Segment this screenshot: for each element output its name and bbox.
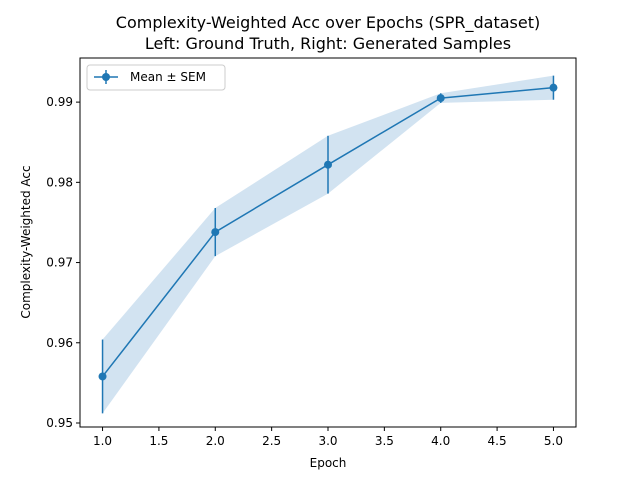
data-point [211, 228, 220, 237]
x-axis-label: Epoch [310, 456, 347, 470]
plot-area [98, 75, 558, 414]
data-point [98, 372, 107, 381]
x-tick-label: 2.0 [206, 434, 225, 448]
legend-frame [86, 64, 226, 91]
x-tick-label: 1.0 [93, 434, 112, 448]
axis-ticks: 1.0 1.5 2.0 2.5 3.0 3.5 4.0 4.5 5.0 0.95 0.96 0.97 0… [46, 95, 563, 448]
mean-line [101, 86, 554, 377]
x-tick-label: 2.5 [262, 434, 281, 448]
axes-frame [79, 57, 577, 428]
y-tick-label: 0.98 [46, 175, 73, 189]
y-axis-label: Complexity-Weighted Acc [19, 165, 33, 318]
x-tick-label: 3.5 [375, 434, 394, 448]
chart-title: Complexity-Weighted Acc over Epochs (SPR… [116, 13, 540, 33]
y-tick-label: 0.99 [46, 95, 73, 109]
legend-label: Mean ± SEM [130, 70, 206, 84]
y-tick-label: 0.96 [46, 336, 73, 350]
sem-band [102, 75, 554, 414]
legend: Mean ± SEM [86, 64, 226, 91]
x-tick-label: 3.0 [318, 434, 337, 448]
y-tick-label: 0.97 [46, 256, 73, 270]
chart-subtitle: Left: Ground Truth, Right: Generated Sam… [145, 34, 511, 53]
x-tick-label: 5.0 [544, 434, 563, 448]
data-point [436, 94, 445, 103]
y-tick-label: 0.95 [46, 416, 73, 430]
x-tick-label: 4.5 [488, 434, 507, 448]
legend-marker [102, 73, 110, 81]
data-point [549, 83, 558, 92]
data-point [324, 160, 332, 169]
x-tick-label: 1.5 [149, 434, 168, 448]
x-tick-label: 4.0 [431, 434, 450, 448]
